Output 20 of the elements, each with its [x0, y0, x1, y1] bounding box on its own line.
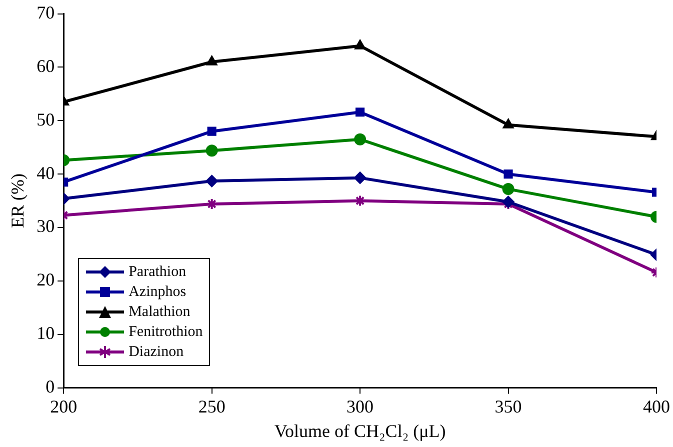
x-tick-label: 400	[643, 396, 670, 416]
legend-label: Diazinon	[128, 342, 184, 362]
legend-label: Malathion	[128, 302, 190, 322]
x-tick-label: 350	[494, 396, 522, 416]
y-tick-label: 0	[46, 376, 55, 397]
y-tick-label: 30	[36, 216, 55, 236]
x-tick-label: 250	[198, 396, 226, 416]
legend-label: Fenitrothion	[128, 322, 203, 342]
y-axis-title: ER (%)	[8, 174, 28, 228]
y-tick-label: 70	[36, 2, 55, 23]
y-tick-label: 10	[36, 323, 55, 344]
y-tick-label: 60	[36, 56, 55, 76]
y-tick-label: 20	[36, 270, 55, 290]
y-tick-label: 40	[36, 162, 55, 183]
x-tick-label: 300	[346, 396, 374, 416]
x-tick-label: 200	[50, 396, 78, 416]
y-tick-label: 50	[36, 109, 55, 130]
legend-label: Parathion	[128, 262, 186, 282]
legend-label: Azinphos	[128, 282, 186, 302]
x-axis-title: Volume of CH₂Cl₂ (μL)	[274, 420, 446, 441]
